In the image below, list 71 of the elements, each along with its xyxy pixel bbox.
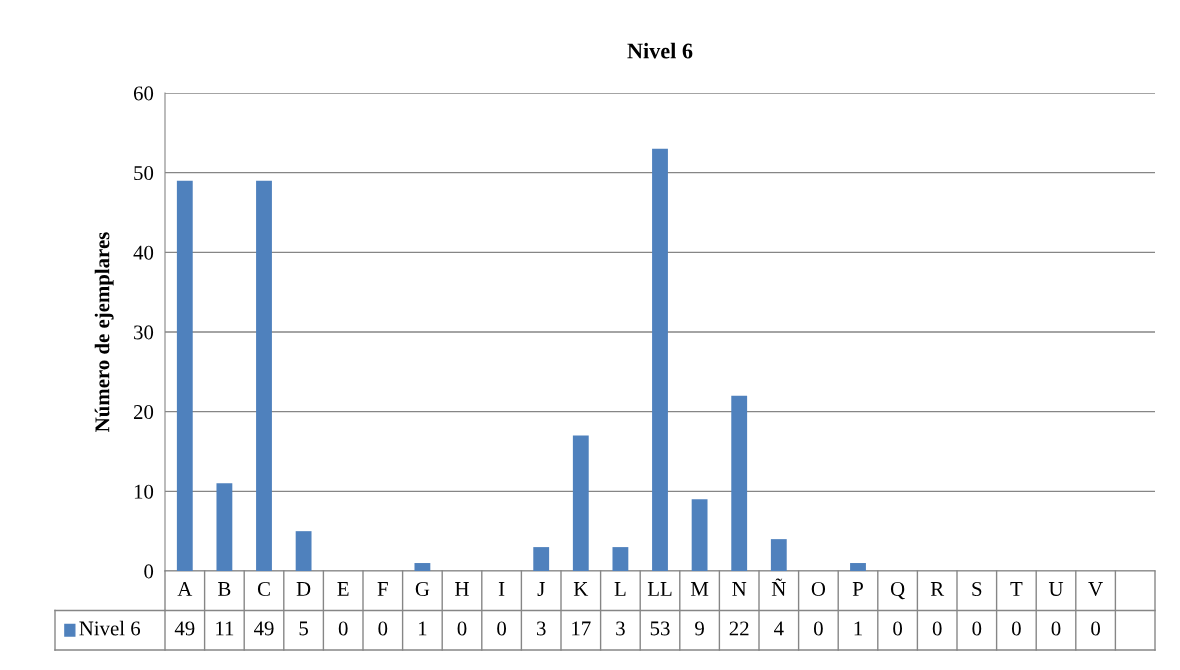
bar [770,539,787,571]
x-tick-label: S [972,581,982,596]
x-tick-label: I [498,582,505,596]
bar [176,180,193,571]
data-label: 0 [1091,621,1101,636]
x-tick-label: T [1010,582,1023,596]
legend-label: Nivel 6 [79,620,141,636]
data-label: 0 [1011,621,1021,636]
x-tick-label: C [257,581,270,596]
data-label: 1 [854,621,862,636]
y-tick-label: 20 [133,405,154,420]
data-label: 0 [813,621,823,636]
y-tick-label: 0 [144,564,154,579]
chart-title: Nivel 6 [627,42,693,59]
data-label: 0 [893,621,903,636]
data-label: 5 [299,621,308,636]
x-tick-label: J [537,582,545,596]
data-label: 11 [216,621,234,636]
data-label: 0 [338,621,348,636]
data-label: 0 [457,621,467,636]
x-tick-label: A [177,582,193,596]
data-label: 53 [650,621,670,636]
x-tick-label: B [218,582,231,596]
x-tick-label: L [614,582,626,596]
x-tick-label: M [690,582,709,596]
data-label: 1 [419,621,427,636]
bar [216,483,233,571]
x-tick-label: P [852,582,863,596]
x-tick-label: H [455,582,469,596]
x-tick-label: R [930,582,945,596]
bar [612,547,629,571]
data-label: 0 [932,621,942,636]
y-tick-label: 50 [134,166,154,181]
bar [295,531,312,571]
y-tick-label: 10 [134,484,154,499]
x-tick-label: V [1088,582,1103,597]
data-label: 0 [1051,621,1061,636]
bar [533,547,550,571]
x-tick-label: U [1048,582,1064,596]
x-tick-label: E [337,582,349,596]
data-label: 3 [536,621,546,636]
data-label: 17 [572,621,591,636]
bar [731,395,748,571]
x-tick-label: D [296,582,311,596]
y-tick-label: 60 [133,86,154,101]
x-tick-label: Ñ [771,578,786,596]
data-label: 0 [378,621,388,636]
x-tick-label: LL [647,582,672,596]
x-tick-label: F [377,582,388,596]
data-label: 0 [972,621,982,636]
data-label: 0 [497,621,507,636]
data-label: 49 [174,621,195,636]
data-label: 49 [253,621,274,636]
y-tick-label: 30 [134,325,154,340]
x-tick-label: Q [890,581,905,600]
bar [414,563,431,571]
bar [256,180,272,571]
data-label: 3 [616,621,625,636]
bar [652,148,668,571]
data-label: 22 [729,621,749,636]
x-tick-label: G [415,581,430,596]
bar [572,435,589,571]
y-axis-title: Número de ejemplares [94,232,114,432]
bar [691,499,708,571]
x-tick-label: K [573,582,589,596]
data-label: 4 [774,621,784,636]
y-tick-label: 40 [133,245,154,260]
x-tick-label: N [732,582,747,596]
bar [850,563,866,571]
x-tick-label: O [811,581,826,596]
data-label: 9 [695,621,704,636]
